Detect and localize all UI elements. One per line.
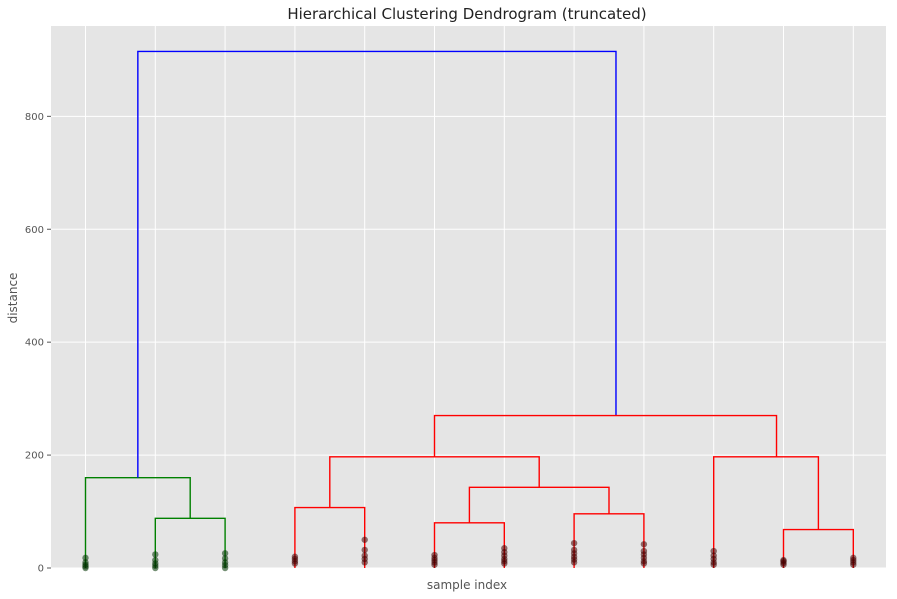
leaf-point xyxy=(570,539,578,547)
leaf-point xyxy=(152,551,159,558)
leaf-point xyxy=(221,550,229,557)
y-axis-ticks: 0 200 400 600 800 xyxy=(25,112,51,575)
leaf-point xyxy=(501,545,508,552)
y-tick-label: 800 xyxy=(25,112,44,123)
leaf-point xyxy=(82,554,89,562)
leaf-point xyxy=(152,556,159,564)
link-red-top xyxy=(433,414,778,457)
leaf-point xyxy=(640,547,648,555)
plot-background xyxy=(51,26,886,568)
leaf-point xyxy=(82,559,89,566)
chart-title: Hierarchical Clustering Dendrogram (trun… xyxy=(287,5,646,23)
leaf-point xyxy=(361,536,368,543)
link-red-8 xyxy=(782,528,854,568)
leaf-points xyxy=(82,536,857,572)
leaf-point xyxy=(291,553,299,560)
y-tick-label: 200 xyxy=(25,451,44,462)
y-tick-label: 600 xyxy=(25,225,44,236)
y-axis-label: distance xyxy=(6,273,20,324)
leaf-point xyxy=(361,546,368,554)
leaf-point xyxy=(780,556,787,564)
leaf-point xyxy=(361,552,368,559)
link-red-4 xyxy=(468,486,610,523)
leaf-point xyxy=(570,546,578,554)
link-green-2 xyxy=(154,517,226,568)
leaf-point xyxy=(710,552,717,559)
link-blue-root xyxy=(137,50,617,478)
leaf-point xyxy=(221,555,229,562)
y-tick-label: 0 xyxy=(38,564,44,575)
leaf-point xyxy=(850,554,857,562)
leaf-point xyxy=(640,541,648,548)
leaf-point xyxy=(431,551,438,559)
y-tick-label: 400 xyxy=(25,338,44,349)
link-red-2 xyxy=(329,456,540,508)
grid-lines xyxy=(51,26,886,569)
x-axis-label: sample index xyxy=(427,578,507,592)
link-red-7 xyxy=(713,456,820,568)
leaf-point xyxy=(710,547,717,555)
